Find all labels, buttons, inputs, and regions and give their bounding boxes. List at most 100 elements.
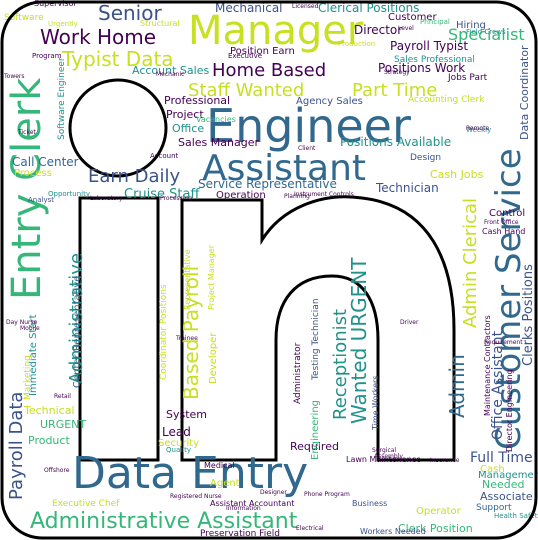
word-administrative-assistant: Administrative Assistant [30,509,298,534]
word-field-crews: Field Crews [466,28,506,36]
word-mechanical: Mechanical [215,1,283,15]
word-project: Project [166,108,204,121]
word-home-based: Home Based [212,60,326,81]
word-registered-nurse: Registered Nurse [170,493,222,500]
word-system: System [166,408,207,421]
word-product: Product [28,434,70,447]
word-offshore: Offshore [44,467,70,474]
word-mobile: Mobile [20,325,40,332]
word-level: Level [398,25,414,32]
word-part-time: Part Time [352,80,437,101]
logo-i-dot [68,78,168,178]
word-senior: Senior [98,1,162,25]
word-client: Client [298,145,316,152]
word-opportunity: Opportunity [48,190,90,198]
word-administrative: Administrative [66,253,87,384]
word-lawn-maintenance: Lawn Maintenance [346,455,421,464]
word-manager: Manager [188,8,364,54]
word-data-entry: Data Entry [72,448,308,499]
word-day-nurse: Day Nurse [6,319,38,326]
word-executive: Executive [228,52,262,60]
word-medical: Medical [204,461,235,470]
word-layer: Data Entry Engineer Manager Customer Servic… [3,0,538,539]
word-process: Process [14,168,52,179]
word-developer: Developer [208,332,219,384]
word-payroll-data: Payroll Data [6,392,27,500]
word-call-center: Call Center [12,155,79,169]
word-office: Office [172,122,204,135]
word-requirement: Requirement [484,339,523,346]
word-analyst: Analyst [28,196,54,204]
word-structural: Structural [140,19,180,28]
word-ticket: Ticket [17,129,36,136]
word-director-engineering: Director Engineering [505,369,514,452]
word-software: Software [4,13,44,23]
word-preservation-field: Preservation Field [200,529,280,539]
word-quality: Quality [166,446,191,454]
word-supervisor: Supervisor [34,0,77,8]
word-receptionist: Receptionist [330,309,351,420]
word-representative: Representative [183,249,192,310]
word-assembly: Assembly [374,453,403,460]
word-business: Business [352,499,387,508]
word-account-sales: Account Sales [132,64,209,77]
word-full-time: Full Time [470,450,533,466]
word-professional: Professional [164,94,230,107]
word-surgical: Surgical [372,447,396,454]
word-health-safety: Health Safety [494,512,538,520]
word-center-representative: Center Representative [72,276,83,388]
word-engineer: Engineer [206,99,411,153]
word-management: Management [478,470,538,481]
word-maintenance-contractors: Maintenance Contractors [483,315,492,416]
word-clerks-positions: Clerks Positions [521,264,536,366]
word-cash-jobs: Cash Jobs [430,168,484,181]
word-remote: Remote [466,125,489,132]
word-processing: Processing [160,195,192,202]
word-required: Required [290,440,339,453]
word-cruise-staff: Cruise Staff [124,187,200,202]
word-trainee: Trainee [175,335,198,342]
word-technician: Technician [375,181,439,195]
word-customer: Customer [388,12,437,23]
word-entry-clerk: Entry Clerk [4,77,50,300]
word-position-earn: Position Earn [230,46,295,57]
word-admin-clerical: Admin Clerical [460,198,481,328]
word-planning: Planning [284,193,310,200]
word-positions-available: Positions Available [340,135,451,149]
word-typist-data: Typist Data [61,47,174,71]
word-payroll-typist: Payroll Typist [390,39,468,53]
word-weekly: Weekly [466,126,491,134]
word-designer: Designer [260,489,287,496]
word-wanted-urgent: Wanted URGENT [347,257,371,424]
word-instrument-controls: Instrument Controls [294,191,354,198]
word-assistant-accountant: Assistant Accountant [210,499,294,508]
word-electrical: Electrical [296,525,324,532]
word-sales-manager: Sales Manager [178,136,259,149]
word-laboratory: Laboratory [90,195,123,202]
word-licensed: Licensed [292,3,319,10]
word-mechanic: Mechanic [156,71,184,78]
word-engineering: Engineering [310,400,321,460]
word-time-workers: Time Workers [371,376,380,431]
logo-n-shape [180,195,456,462]
word-work-home: Work Home [40,25,156,49]
word-accounting-clerk: Accounting Clerk [408,95,485,105]
word-operation: Operation [216,190,266,201]
word-software-engineer: Software Engineer [57,57,67,140]
word-design: Design [410,153,441,163]
word-control: Control [489,208,525,219]
word-admin: Admin [445,354,469,418]
word-urgent: URGENT [40,418,86,431]
word-customer-service: Customer Service [489,148,529,450]
word-vacancies: Vacancies [196,115,236,124]
word-agency-sales: Agency Sales [296,96,363,107]
word-production: Production [338,40,375,48]
word-information: Information [226,505,261,512]
word-insurance: Insurance [430,457,460,464]
word-sales-professional: Sales Professional [394,55,475,65]
word-front-office: Front Office [484,219,519,226]
word-technical: Technical [23,404,75,417]
word-assistant: Assistant [202,148,366,189]
